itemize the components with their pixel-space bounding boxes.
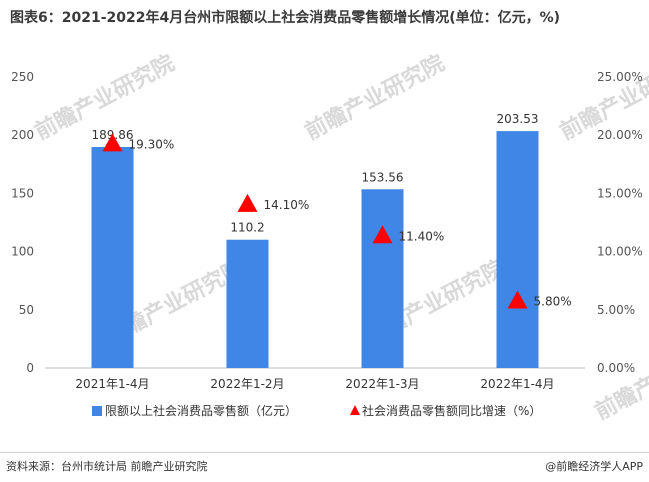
right-axis-tick-label: 0.00% [597, 361, 635, 375]
growth-rate-marker [237, 193, 258, 212]
growth-rate-marker [372, 225, 393, 244]
watermark-text: 前瞻产业研究院 [301, 50, 449, 145]
right-axis-tick-label: 25.00% [597, 70, 643, 84]
growth-rate-marker [102, 133, 123, 152]
brand-credit: @前瞻经济学人APP [545, 460, 643, 473]
bar [361, 189, 404, 368]
source-note: 资料来源：台州市统计局 前瞻产业研究院 [6, 460, 208, 473]
watermark-text: 前瞻产业研究院 [591, 330, 649, 425]
left-axis-tick-label: 200 [11, 128, 34, 142]
x-axis-tick-label: 2022年1-2月 [210, 377, 284, 391]
legend-bar-swatch [92, 406, 102, 416]
bar [496, 131, 539, 368]
x-axis-tick-label: 2021年1-4月 [75, 377, 149, 391]
left-axis-tick-label: 50 [19, 303, 34, 317]
bar-value-label: 110.2 [230, 221, 264, 235]
bar [226, 239, 269, 368]
growth-rate-label: 19.30% [129, 137, 175, 151]
legend-triangle-swatch [350, 405, 360, 415]
growth-rate-label: 5.80% [534, 294, 572, 308]
x-axis-tick-label: 2022年1-4月 [480, 377, 554, 391]
divider [0, 452, 649, 453]
left-axis-tick-label: 150 [11, 186, 34, 200]
x-axis-tick-label: 2022年1-3月 [345, 377, 419, 391]
legend-triangle-label: 社会消费品零售额同比增速（%） [362, 403, 541, 418]
bar [91, 147, 134, 368]
growth-rate-label: 14.10% [264, 198, 310, 212]
bar-value-label: 203.53 [497, 112, 539, 126]
right-axis-tick-label: 15.00% [597, 186, 643, 200]
right-axis-tick-label: 10.00% [597, 245, 643, 259]
chart-title: 图表6：2021-2022年4月台州市限额以上社会消费品零售额增长情况(单位：亿… [10, 10, 561, 26]
growth-rate-label: 11.40% [399, 229, 445, 243]
growth-rate-marker [507, 290, 528, 309]
legend-bar-label: 限额以上社会消费品零售额（亿元） [105, 403, 297, 418]
bar-value-label: 153.56 [362, 170, 404, 184]
right-axis-tick-label: 20.00% [597, 128, 643, 142]
left-axis-tick-label: 250 [11, 70, 34, 84]
left-axis-tick-label: 0 [26, 361, 34, 375]
right-axis-tick-label: 5.00% [597, 303, 635, 317]
left-axis-tick-label: 100 [11, 245, 34, 259]
